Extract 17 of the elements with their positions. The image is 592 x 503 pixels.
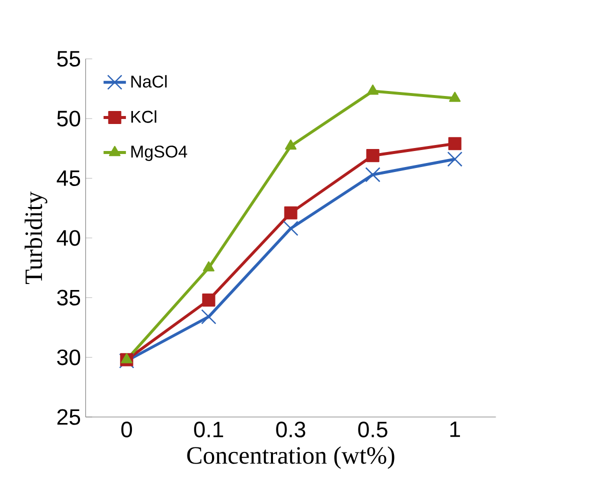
- y-axis-title: Turbidity: [24, 192, 48, 284]
- y-tick-label: 40: [56, 230, 80, 246]
- y-tick-label: 35: [57, 290, 80, 306]
- x-tick-label: 1: [450, 422, 460, 438]
- x-tick-label: 0: [121, 422, 132, 438]
- y-tick-label: 30: [57, 350, 80, 366]
- legend-label: NaCl: [131, 75, 167, 88]
- y-tick-label: 50: [57, 110, 80, 127]
- x-tick-label: 0.3: [276, 422, 306, 438]
- y-tick-label: 55: [57, 51, 80, 67]
- legend-label: KCl: [131, 110, 156, 124]
- y-tick-label: 25: [57, 409, 80, 426]
- y-tick-label: 45: [56, 170, 80, 186]
- x-axis-title: Concentration (wt%): [187, 446, 394, 470]
- x-tick-label: 0.5: [358, 422, 388, 438]
- legend-label: MgSO4: [131, 146, 188, 162]
- x-tick-label: 0.1: [194, 422, 224, 438]
